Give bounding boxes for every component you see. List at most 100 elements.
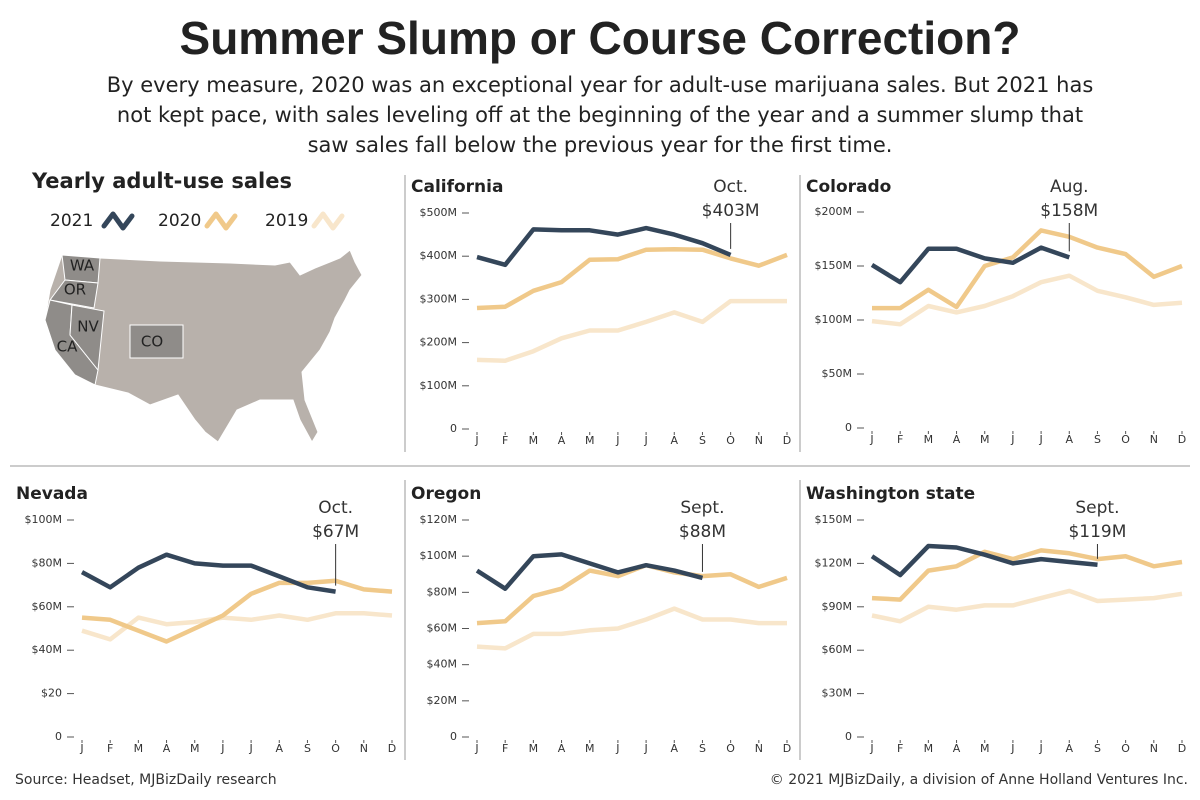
map-label: WA	[70, 257, 95, 275]
annotation: Oct.	[713, 177, 748, 197]
us-outline	[44, 249, 363, 444]
y-tick-label: $150M	[815, 259, 853, 272]
x-tick-label: F	[897, 433, 903, 446]
y-tick-label: $100M	[815, 313, 853, 326]
x-tick-label: A	[953, 742, 961, 755]
y-tick-label: 0	[55, 730, 62, 743]
x-tick-label: F	[502, 434, 508, 447]
series-line	[871, 273, 1183, 327]
x-tick-label: J	[869, 433, 873, 446]
annotation: Sept.	[680, 498, 724, 518]
x-tick-label: S	[1094, 742, 1101, 755]
x-tick-label: M	[134, 742, 144, 755]
y-tick-label: $20	[41, 687, 62, 700]
y-tick-label: 0	[845, 421, 852, 434]
y-tick-label: $60M	[427, 622, 458, 635]
y-tick-label: $400M	[420, 249, 458, 262]
state-nv	[69, 304, 105, 372]
panel-title: Washington state	[806, 484, 975, 504]
x-tick-label: F	[502, 742, 508, 755]
x-tick-label: A	[558, 434, 566, 447]
series-line	[476, 606, 787, 651]
x-tick-label: A	[558, 742, 566, 755]
annotation: Sept.	[1075, 498, 1119, 518]
panel-title: Oregon	[411, 484, 481, 504]
y-tick-label: 0	[845, 730, 852, 743]
series-line	[871, 588, 1183, 624]
y-tick-label: $300M	[420, 292, 458, 305]
legend-label: 2019	[265, 211, 308, 231]
x-tick-label: M	[924, 742, 934, 755]
state-co	[129, 324, 184, 359]
x-tick-label: J	[615, 434, 619, 447]
x-tick-label: A	[671, 434, 679, 447]
x-tick-label: D	[1178, 742, 1186, 755]
x-tick-label: S	[699, 742, 706, 755]
y-tick-label: $80M	[32, 556, 63, 569]
annotation: $67M	[312, 522, 359, 542]
legend-label: 2021	[50, 211, 93, 231]
x-tick-label: N	[755, 742, 763, 755]
y-tick-label: $120M	[815, 556, 853, 569]
x-tick-label: A	[1066, 433, 1074, 446]
x-tick-label: M	[980, 433, 990, 446]
series-line	[475, 552, 704, 591]
y-tick-label: $30M	[822, 687, 853, 700]
legend-swatch	[311, 211, 345, 231]
x-tick-label: J	[1010, 742, 1014, 755]
x-tick-label: J	[615, 742, 619, 755]
legend-label: 2020	[158, 211, 201, 231]
subtitle: By every measure, 2020 was an exceptiona…	[107, 73, 1094, 97]
us-map: WA OR NV CA CO	[44, 249, 363, 444]
annotation: $119M	[1068, 522, 1126, 542]
y-tick-label: $80M	[427, 585, 458, 598]
series-line	[870, 543, 1098, 578]
x-tick-label: D	[1178, 433, 1186, 446]
map-label: NV	[77, 318, 99, 336]
x-tick-label: F	[107, 742, 113, 755]
source: Source: Headset, MJBizDaily research	[15, 772, 277, 788]
y-tick-label: 0	[450, 422, 457, 435]
y-tick-label: $20M	[427, 694, 458, 707]
y-tick-label: $200M	[420, 336, 458, 349]
subtitle: saw sales fall below the previous year f…	[308, 133, 893, 157]
y-tick-label: $100M	[420, 379, 458, 392]
map-label: CO	[141, 333, 163, 351]
x-tick-label: A	[163, 742, 171, 755]
annotation: $403M	[702, 201, 760, 221]
series-line	[871, 548, 1183, 602]
credit: © 2021 MJBizDaily, a division of Anne Ho…	[770, 772, 1188, 788]
x-tick-label: J	[248, 742, 252, 755]
map-label: CA	[57, 338, 78, 356]
x-tick-label: S	[1094, 433, 1101, 446]
x-tick-label: A	[671, 742, 679, 755]
x-tick-label: M	[980, 742, 990, 755]
x-tick-label: J	[643, 434, 647, 447]
y-tick-label: 0	[450, 730, 457, 743]
x-tick-label: D	[783, 742, 791, 755]
x-tick-label: J	[474, 434, 478, 447]
map-label: OR	[64, 281, 86, 299]
annotation: Oct.	[318, 498, 353, 518]
x-tick-label: O	[1121, 433, 1130, 446]
y-tick-label: $60M	[822, 643, 853, 656]
x-tick-label: S	[699, 434, 706, 447]
x-tick-label: O	[726, 742, 735, 755]
annotation: $88M	[679, 522, 726, 542]
subtitle: not kept pace, with sales leveling off a…	[117, 103, 1083, 127]
y-tick-label: $40M	[427, 658, 458, 671]
y-tick-label: $200M	[815, 205, 853, 218]
x-tick-label: J	[474, 742, 478, 755]
y-tick-label: $60M	[32, 600, 63, 613]
state-or	[49, 279, 99, 309]
series-line	[872, 228, 1183, 311]
series-line	[80, 552, 336, 594]
x-tick-label: M	[924, 433, 934, 446]
x-tick-label: M	[585, 434, 595, 447]
x-tick-label: A	[276, 742, 284, 755]
panel-title: California	[411, 177, 503, 197]
x-tick-label: O	[726, 434, 735, 447]
x-tick-label: A	[1066, 742, 1074, 755]
annotation: $158M	[1040, 201, 1098, 221]
